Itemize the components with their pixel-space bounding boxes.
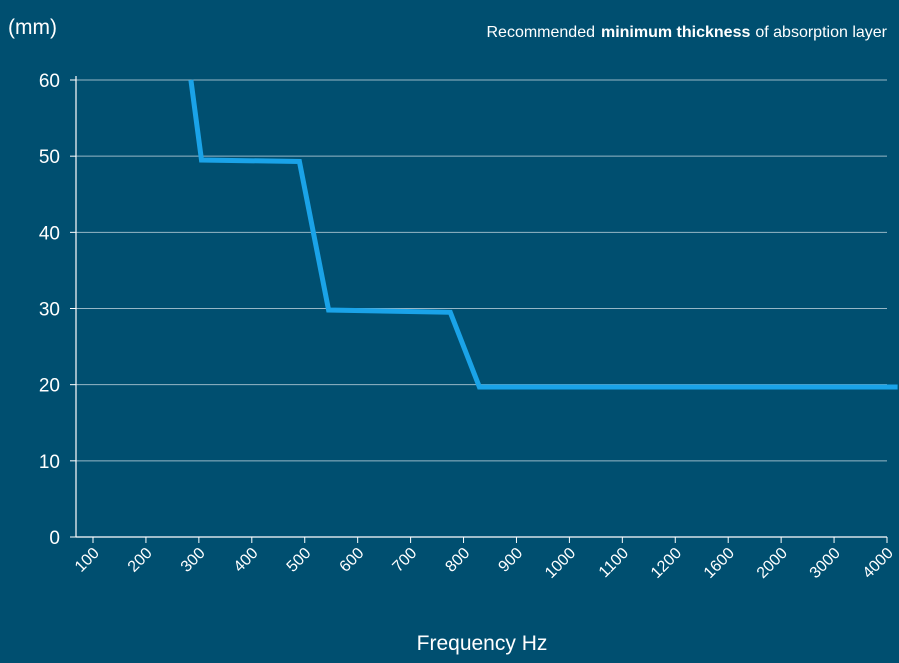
series-line bbox=[188, 79, 898, 390]
x-tick-label: 800 bbox=[442, 545, 473, 576]
x-tick-label: 400 bbox=[231, 545, 262, 576]
x-tick-label: 3000 bbox=[807, 545, 844, 582]
y-tick-label: 60 bbox=[39, 71, 60, 92]
chart-title-suffix: of absorption layer bbox=[755, 24, 887, 41]
x-tick-label: 1200 bbox=[648, 545, 685, 582]
x-tick-labels: 100 200 300 400 500 600 700 800 900 1000 1100 1200 1… bbox=[72, 545, 897, 582]
x-tick-label: 1600 bbox=[701, 545, 738, 582]
y-tick-label: 50 bbox=[39, 147, 60, 168]
chart-title-bold: minimum thickness bbox=[601, 24, 750, 41]
x-tick-label: 200 bbox=[125, 545, 156, 576]
x-tick-label: 1000 bbox=[542, 545, 579, 582]
x-tick-label: 700 bbox=[390, 545, 421, 576]
x-tick-label: 600 bbox=[337, 545, 368, 576]
x-tick-label: 1100 bbox=[596, 545, 632, 581]
x-tick-label: 500 bbox=[284, 545, 315, 576]
x-tick-label: 100 bbox=[72, 545, 103, 576]
x-tick-label: 4000 bbox=[860, 545, 897, 582]
chart-title-prefix: Recommended bbox=[486, 24, 595, 41]
y-tick-label: 10 bbox=[39, 452, 60, 473]
x-axis-label: Frequency Hz bbox=[417, 632, 548, 655]
x-tick-label: 2000 bbox=[754, 545, 791, 582]
y-axis-label: (mm) bbox=[8, 16, 57, 39]
series-group bbox=[188, 79, 898, 390]
y-tick-labels: 0 10 20 30 40 50 60 bbox=[39, 71, 60, 549]
y-tick-label: 40 bbox=[39, 223, 60, 244]
chart-title: Recommended minimum thickness of absorptio… bbox=[486, 24, 887, 41]
axes bbox=[70, 76, 888, 543]
x-tick-label: 900 bbox=[495, 545, 526, 576]
y-tick-label: 20 bbox=[39, 376, 60, 397]
gridlines bbox=[76, 79, 887, 462]
y-tick-label: 30 bbox=[39, 300, 60, 321]
y-tick-label: 0 bbox=[49, 528, 60, 549]
x-tick-label: 300 bbox=[178, 545, 209, 576]
